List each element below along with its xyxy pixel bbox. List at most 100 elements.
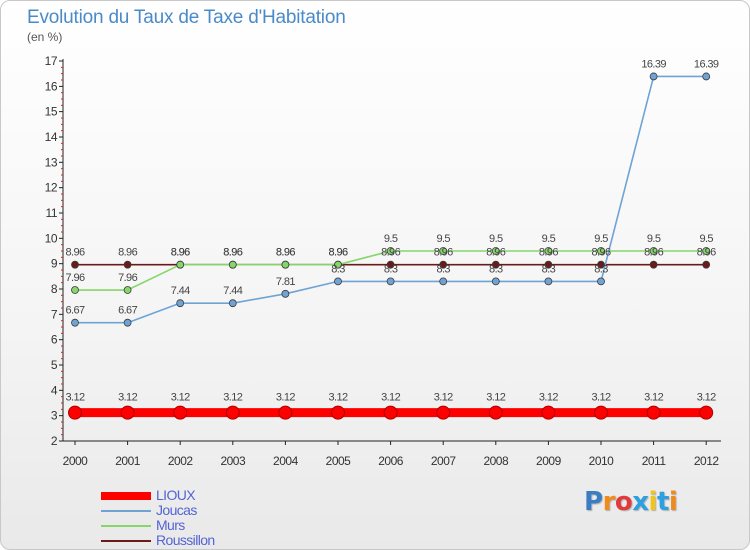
data-label-joucas: 6.67 [65,305,84,317]
data-point-lioux [699,405,714,420]
data-point-joucas [71,318,79,327]
data-label-lioux: 3.12 [434,392,453,404]
y-tick-label: 15 [45,105,58,119]
y-tick-label: 2 [51,434,58,448]
y-tick-label: 8 [51,282,58,296]
data-point-murs [176,260,185,269]
y-tick-label: 6 [51,333,58,347]
data-point-lioux [331,405,345,420]
data-label-joucas: 8.3 [384,263,398,275]
data-label-lioux: 3.12 [591,392,610,404]
y-tick-label: 14 [45,130,58,144]
data-point-lioux [541,405,556,420]
data-label-joucas: 8.3 [489,263,503,275]
data-point-murs [334,260,342,269]
legend-swatch [101,510,151,512]
data-point-joucas [123,318,132,327]
logo-letter: i [668,487,678,517]
page-title: Evolution du Taux de Taxe d'Habitation [27,7,346,28]
y-tick-label: 16 [45,79,58,93]
data-label-roussillon: 8.96 [381,247,400,259]
x-tick-label: 2011 [642,454,667,468]
data-point-lioux [488,405,503,420]
data-label-murs: 8.96 [328,247,347,259]
data-label-murs: 8.96 [276,247,295,259]
data-point-joucas [334,277,342,286]
data-point-joucas [281,289,290,298]
data-label-roussillon: 8.96 [276,247,295,259]
data-point-murs [228,260,237,269]
data-point-murs [702,247,711,255]
data-label-murs: 8.96 [223,247,242,259]
logo-letter: x [632,487,649,517]
logo-letter: P [584,487,603,517]
logo-letter: i [648,487,658,517]
data-label-joucas: 8.3 [594,263,608,275]
data-point-lioux [173,405,188,420]
y-tick-label: 4 [51,383,58,397]
data-point-lioux [436,405,451,420]
data-label-roussillon: 8.96 [171,247,190,259]
data-label-murs: 8.96 [171,247,190,259]
data-point-lioux [383,405,398,420]
data-label-roussillon: 8.96 [434,247,453,259]
data-label-lioux: 3.12 [539,392,558,404]
data-label-roussillon: 8.96 [644,247,663,259]
data-point-lioux [68,405,82,420]
data-label-roussillon: 8.96 [118,247,137,259]
data-label-lioux: 3.12 [381,392,400,404]
data-label-joucas: 7.44 [171,285,190,297]
data-point-joucas [597,277,605,286]
data-point-roussillon [123,260,132,269]
data-point-joucas [702,72,711,81]
x-tick-label: 2012 [694,454,720,468]
data-point-murs [491,247,500,255]
data-label-lioux: 3.12 [644,392,663,404]
data-label-joucas: 7.44 [223,285,242,297]
data-label-roussillon: 8.96 [223,247,242,259]
data-point-joucas [491,277,500,286]
series-line-joucas [74,75,708,324]
x-tick-label: 2008 [483,454,509,468]
data-label-lioux: 3.12 [486,392,505,404]
y-tick-label: 7 [51,307,58,321]
data-label-joucas: 8.3 [542,263,556,275]
data-label-murs: 9.5 [647,233,661,245]
data-label-lioux: 3.12 [276,392,295,404]
y-tick-label: 13 [45,155,58,169]
data-point-joucas [439,277,448,286]
y-tick-label: 17 [45,54,58,68]
data-label-joucas: 16.39 [694,58,719,70]
x-tick-label: 2004 [273,454,299,468]
x-tick-label: 2006 [378,454,404,468]
data-label-roussillon: 8.96 [328,247,347,259]
data-label-lioux: 3.12 [697,392,716,404]
data-point-roussillon [491,260,500,269]
data-point-lioux [225,405,240,420]
proxiti-logo: Proxiti [584,487,678,517]
data-point-murs [597,247,605,255]
legend-swatch [101,525,151,527]
data-point-roussillon [544,260,553,269]
logo-letter: r [602,487,616,517]
data-label-roussillon: 8.96 [486,247,505,259]
data-label-murs: 9.5 [699,233,713,245]
data-point-murs [649,247,658,255]
legend-swatch [101,492,151,500]
data-label-murs: 9.5 [489,233,503,245]
data-point-roussillon [439,260,448,269]
x-tick-label: 2000 [63,454,89,468]
data-label-lioux: 3.12 [223,392,242,404]
data-label-murs: 9.5 [384,233,398,245]
data-label-roussillon: 8.96 [65,247,84,259]
data-point-roussillon [597,260,605,269]
data-point-roussillon [386,260,395,269]
y-tick-label: 10 [45,231,58,245]
data-label-lioux: 3.12 [328,392,347,404]
legend-swatch [101,540,151,542]
x-tick-label: 2003 [220,454,246,468]
data-point-roussillon [71,260,79,269]
data-point-murs [439,247,448,255]
data-point-murs [281,260,290,269]
data-label-joucas: 16.39 [641,58,666,70]
